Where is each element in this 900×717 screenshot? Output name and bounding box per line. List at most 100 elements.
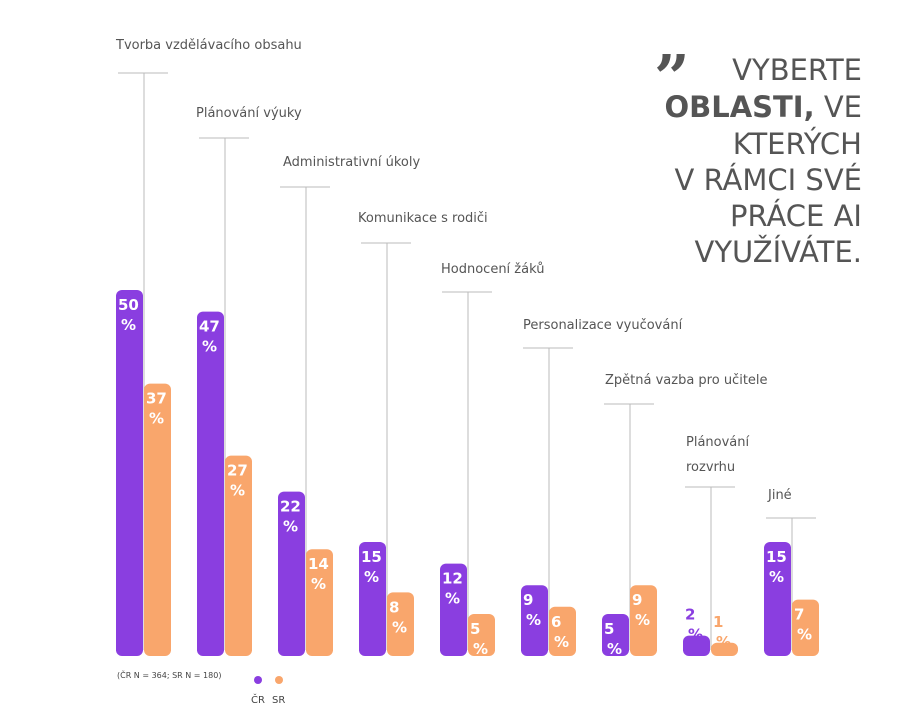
value-label: 15	[361, 548, 382, 566]
bar-cr	[602, 614, 629, 656]
legend-label-cr: ČR	[251, 693, 265, 706]
value-label: 7	[794, 606, 804, 624]
bar-cr	[521, 585, 548, 656]
bar-sr	[144, 383, 171, 656]
quote-icon: ”	[654, 41, 690, 114]
question-line: KTERÝCH	[733, 127, 862, 161]
bar-sr	[306, 549, 333, 656]
bar-base	[116, 649, 143, 651]
value-label: 37	[146, 390, 167, 408]
bar-base	[440, 649, 467, 651]
value-label: 9	[523, 591, 533, 609]
bar-base	[387, 649, 414, 651]
bar-sr	[630, 585, 657, 656]
category-label: Zpětná vazba pro učitele	[605, 373, 768, 388]
bar-sr	[468, 614, 495, 656]
bar-cr	[278, 491, 305, 656]
bar-base	[602, 649, 629, 651]
bar-base	[197, 649, 224, 651]
question-text: KTERÝCH	[733, 127, 862, 161]
value-label: 22	[280, 498, 301, 516]
bar-base	[359, 649, 386, 651]
bar-cr	[440, 563, 467, 656]
sample-note: (ČR N = 364; SR N = 180)	[117, 669, 221, 680]
category-label: Plánování	[686, 435, 750, 450]
value-label: 9	[632, 591, 642, 609]
bar-cr	[359, 542, 386, 656]
value-label: 47	[199, 318, 220, 336]
question-text: PRÁCE AI	[730, 199, 862, 233]
value-unit: %	[526, 611, 541, 629]
value-unit: %	[149, 410, 164, 428]
bar-sr	[792, 599, 819, 656]
value-unit: %	[769, 568, 784, 586]
value-unit: %	[364, 568, 379, 586]
value-label: 14	[308, 555, 329, 573]
value-unit: %	[202, 338, 217, 356]
question-line: PRÁCE AI	[730, 199, 862, 233]
category-label: Jiné	[767, 488, 792, 503]
value-label: 5	[604, 620, 614, 638]
question-text: VE	[815, 90, 862, 124]
value-unit: %	[473, 640, 488, 658]
bar-base	[306, 649, 333, 651]
bar-base	[521, 649, 548, 651]
category-label: Komunikace s rodiči	[358, 211, 488, 226]
value-unit: %	[635, 611, 650, 629]
value-unit: %	[230, 482, 245, 500]
bar-cr	[197, 311, 224, 656]
category-label: Personalizace vyučování	[523, 318, 683, 333]
question-line: V RÁMCI SVÉ	[675, 163, 862, 197]
question-text: OBLASTI,	[664, 90, 814, 124]
value-unit: %	[392, 618, 407, 636]
bar-base	[468, 649, 495, 651]
category-label: Administrativní úkoly	[283, 155, 420, 170]
value-unit: %	[445, 590, 460, 608]
value-label: 1	[713, 613, 723, 631]
bar-base	[549, 649, 576, 651]
value-label: 50	[118, 296, 139, 314]
value-label: 6	[551, 613, 561, 631]
bar-sr	[549, 606, 576, 656]
value-label: 27	[227, 462, 248, 480]
value-label: 2	[685, 606, 695, 624]
value-unit: %	[121, 316, 136, 334]
bar-base	[764, 649, 791, 651]
category-label: Hodnocení žáků	[441, 262, 544, 277]
legend-dot-cr	[254, 676, 262, 684]
question-line: VYBERTE	[732, 53, 862, 87]
bar-base	[683, 649, 710, 651]
question-line: OBLASTI, VE	[664, 90, 862, 124]
bar-base	[278, 649, 305, 651]
value-label: 8	[389, 598, 399, 616]
value-label: 15	[766, 548, 787, 566]
value-unit: %	[607, 640, 622, 658]
bar-base	[711, 649, 738, 651]
value-unit: %	[716, 633, 731, 651]
question-line: VYUŽÍVÁTE.	[694, 235, 862, 269]
bar-base	[792, 649, 819, 651]
value-label: 12	[442, 570, 463, 588]
value-unit: %	[797, 626, 812, 644]
value-unit: %	[283, 518, 298, 536]
category-label: Plánování výuky	[196, 106, 302, 121]
bar-base	[225, 649, 252, 651]
bar-cr	[764, 542, 791, 656]
bar-base	[144, 649, 171, 651]
value-unit: %	[311, 575, 326, 593]
category-label: Tvorba vzdělávacího obsahu	[115, 38, 302, 53]
value-unit: %	[554, 633, 569, 651]
legend-dot-sr	[275, 676, 283, 684]
category-label: rozvrhu	[686, 460, 735, 475]
question-text: VYUŽÍVÁTE.	[694, 235, 862, 269]
bar-base	[630, 649, 657, 651]
bar-cr	[116, 290, 143, 656]
bar-sr	[387, 592, 414, 656]
question-text: V RÁMCI SVÉ	[675, 163, 862, 197]
value-unit: %	[688, 626, 703, 644]
bar-sr	[225, 455, 252, 656]
question-text: VYBERTE	[732, 53, 862, 87]
value-label: 5	[470, 620, 480, 638]
legend-label-sr: SR	[272, 695, 285, 706]
